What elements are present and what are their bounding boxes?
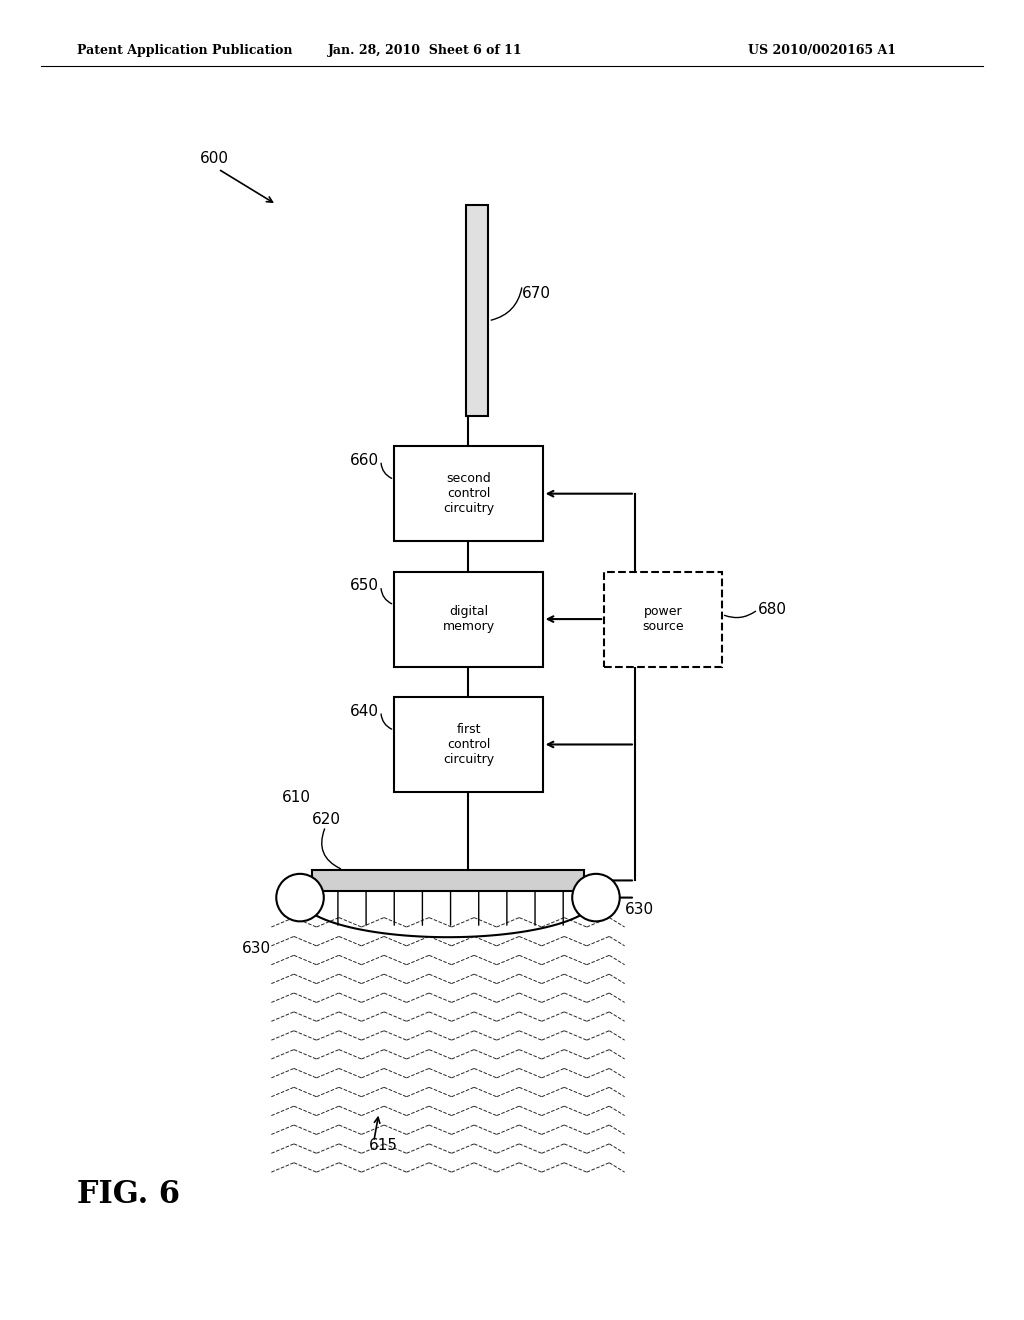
Text: Jan. 28, 2010  Sheet 6 of 11: Jan. 28, 2010 Sheet 6 of 11 — [328, 44, 522, 57]
Text: Patent Application Publication: Patent Application Publication — [77, 44, 292, 57]
Bar — [394, 697, 543, 792]
Text: 670: 670 — [522, 285, 551, 301]
Text: 680: 680 — [758, 602, 786, 616]
Ellipse shape — [276, 874, 324, 921]
Text: 615: 615 — [369, 1138, 397, 1154]
Text: power
source: power source — [642, 605, 684, 634]
Text: 630: 630 — [625, 902, 654, 917]
Bar — [394, 572, 543, 667]
Bar — [604, 572, 722, 667]
Text: 610: 610 — [282, 789, 310, 805]
Bar — [466, 205, 488, 416]
Text: 600: 600 — [200, 150, 228, 166]
Bar — [312, 870, 584, 891]
Text: 630: 630 — [242, 941, 271, 956]
Text: US 2010/0020165 A1: US 2010/0020165 A1 — [748, 44, 896, 57]
Text: first
control
circuitry: first control circuitry — [443, 723, 494, 766]
Text: 620: 620 — [312, 812, 341, 828]
Bar — [394, 446, 543, 541]
Ellipse shape — [572, 874, 620, 921]
Text: 640: 640 — [350, 704, 379, 718]
Text: 660: 660 — [350, 453, 379, 467]
Text: 650: 650 — [350, 578, 379, 593]
Text: digital
memory: digital memory — [442, 605, 495, 634]
Text: FIG. 6: FIG. 6 — [77, 1179, 180, 1210]
Text: second
control
circuitry: second control circuitry — [443, 473, 494, 515]
